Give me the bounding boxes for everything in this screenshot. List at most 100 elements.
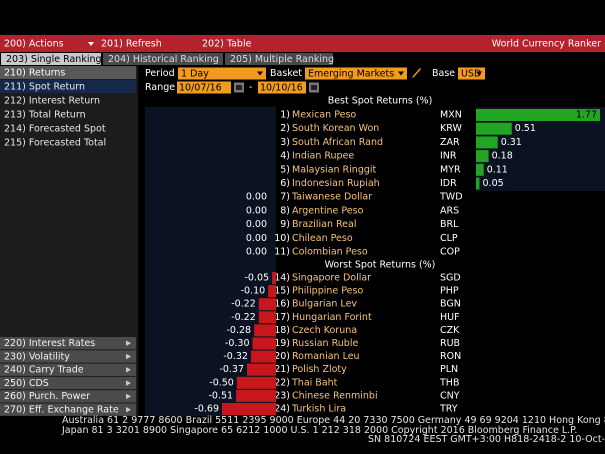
- currency-name[interactable]: Romanian Leu: [292, 351, 360, 362]
- return-bar: [476, 109, 600, 121]
- return-label: -0.05: [244, 273, 269, 284]
- menu-row[interactable]: [0, 337, 136, 350]
- currency-name[interactable]: Indian Rupee: [292, 151, 354, 162]
- return-label: -0.32: [223, 351, 248, 362]
- menu-item[interactable]: 214) Forecasted Spot: [4, 124, 106, 135]
- menu-item[interactable]: 210) Returns: [4, 68, 65, 79]
- date-field[interactable]: [177, 81, 231, 94]
- currency-code: HUF: [440, 312, 460, 323]
- date-value[interactable]: 10/10/16: [260, 83, 303, 94]
- dropdown-arrow: [398, 71, 404, 76]
- return-bar: [476, 163, 484, 176]
- currency-code: CLP: [440, 233, 458, 244]
- menu-item[interactable]: 230) Volatility: [4, 351, 70, 362]
- currency-name[interactable]: Taiwanese Dollar: [291, 192, 372, 203]
- tab-label[interactable]: 203) Single Ranking: [6, 54, 102, 65]
- currency-name[interactable]: Polish Zloty: [292, 364, 347, 375]
- menu-item[interactable]: 215) Forecasted Total: [4, 138, 106, 149]
- return-label: -0.10: [241, 286, 266, 297]
- menu-row[interactable]: [0, 80, 136, 93]
- return-label: -0.30: [225, 338, 250, 349]
- currency-code: RUB: [440, 338, 460, 349]
- menu-item[interactable]: 240) Carry Trade: [4, 365, 84, 376]
- rank: 7): [280, 192, 290, 203]
- currency-name[interactable]: South African Rand: [292, 137, 383, 148]
- return-bar: [476, 136, 498, 149]
- base-select-value[interactable]: USD: [461, 69, 481, 80]
- rank: 5): [280, 164, 290, 175]
- menu-row[interactable]: [0, 390, 136, 403]
- currency-name[interactable]: Thai Baht: [291, 377, 338, 388]
- menu-row[interactable]: [0, 376, 136, 390]
- period-select[interactable]: [178, 67, 266, 80]
- currency-name[interactable]: Argentine Peso: [292, 205, 364, 216]
- currency-name[interactable]: Mexican Peso: [292, 110, 356, 121]
- menu-row[interactable]: [0, 350, 136, 363]
- currency-name[interactable]: Hungarian Forint: [292, 312, 372, 323]
- submenu-arrow: [126, 367, 131, 373]
- rank: 8): [280, 205, 290, 216]
- currency-name[interactable]: Bulgarian Lev: [292, 299, 357, 310]
- currency-name[interactable]: Czech Koruna: [292, 325, 357, 336]
- return-bar: [222, 403, 276, 415]
- rank: 2): [280, 123, 290, 134]
- return-label: 0.31: [501, 137, 522, 148]
- range-separator: -: [249, 82, 252, 93]
- menu-item[interactable]: 260) Purch. Power: [4, 391, 90, 402]
- menu-item[interactable]: 212) Interest Return: [4, 96, 100, 107]
- date-field[interactable]: [258, 81, 306, 94]
- toolbar-button[interactable]: 201) Refresh: [101, 39, 162, 50]
- menu-item[interactable]: 211) Spot Return: [4, 82, 85, 93]
- menu-item[interactable]: 213) Total Return: [4, 110, 86, 121]
- currency-code: TWD: [439, 192, 463, 203]
- menu-item[interactable]: 220) Interest Rates: [4, 338, 95, 349]
- rank: 11): [274, 247, 290, 258]
- tab-label[interactable]: 204) Historical Ranking: [108, 54, 219, 65]
- control-label: Basket: [270, 68, 302, 79]
- rank: 3): [280, 137, 290, 148]
- tab[interactable]: [103, 53, 223, 65]
- return-bar: [476, 177, 480, 190]
- rank: 21): [274, 364, 290, 375]
- tab-label[interactable]: 205) Multiple Ranking: [230, 54, 334, 65]
- date-value[interactable]: 10/07/16: [179, 83, 222, 94]
- tab[interactable]: [1, 53, 101, 65]
- toolbar-button[interactable]: 200) Actions: [4, 39, 64, 50]
- currency-name[interactable]: Malaysian Ringgit: [292, 164, 377, 175]
- base-select[interactable]: [458, 67, 485, 80]
- period-select-value[interactable]: 1 Day: [181, 69, 209, 80]
- menu-item[interactable]: 250) CDS: [4, 378, 49, 389]
- currency-name[interactable]: Chilean Peso: [292, 233, 353, 244]
- currency-name[interactable]: Philippine Peso: [292, 286, 363, 297]
- return-bar: [258, 298, 276, 311]
- rank: 18): [274, 325, 290, 336]
- currency-name[interactable]: Chinese Renminbi: [292, 390, 378, 401]
- rank: 17): [274, 312, 290, 323]
- edit-icon[interactable]: [412, 68, 421, 78]
- currency-code: CNY: [440, 390, 460, 401]
- currency-name[interactable]: Russian Ruble: [292, 338, 358, 349]
- menu-row[interactable]: [0, 363, 136, 376]
- menu-row[interactable]: [0, 66, 136, 79]
- return-label: 0.00: [246, 192, 267, 203]
- currency-name[interactable]: Turkish Lira: [291, 404, 346, 415]
- footer-line: Japan 81 3 3201 8900 Singapore 65 6212 1…: [61, 425, 577, 436]
- footer-line: Australia 61 2 9777 8600 Brazil 5511 239…: [62, 415, 605, 426]
- menu-item[interactable]: 270) Eff. Exchange Rate: [4, 405, 119, 416]
- toolbar-button[interactable]: 202) Table: [202, 39, 252, 50]
- currency-code: ARS: [440, 205, 459, 216]
- basket-select[interactable]: [305, 67, 407, 80]
- return-label: 0.00: [246, 247, 267, 258]
- currency-code: ZAR: [440, 137, 460, 148]
- basket-select-value[interactable]: Emerging Markets: [308, 69, 394, 80]
- currency-name[interactable]: Indonesian Rupiah: [292, 178, 380, 189]
- currency-name[interactable]: Brazilian Real: [292, 219, 357, 230]
- rank: 19): [274, 338, 290, 349]
- currency-name[interactable]: Singapore Dollar: [292, 273, 371, 284]
- currency-name[interactable]: South Korean Won: [292, 123, 379, 134]
- return-label: -0.69: [194, 404, 219, 415]
- return-bar: [236, 389, 276, 402]
- tab[interactable]: [225, 53, 333, 65]
- menu-row[interactable]: [0, 403, 136, 416]
- currency-name[interactable]: Colombian Peso: [292, 247, 368, 258]
